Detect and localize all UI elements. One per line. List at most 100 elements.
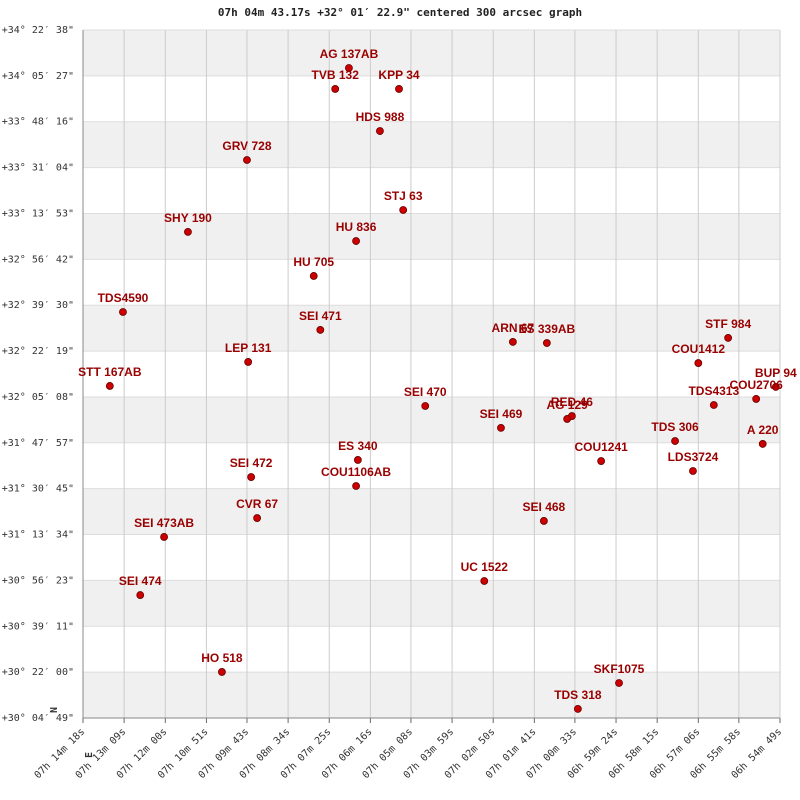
north-label: N	[49, 707, 60, 713]
star-point	[309, 272, 318, 280]
star-label: GRV 728	[222, 139, 271, 153]
star-point	[353, 456, 362, 464]
band	[83, 488, 780, 535]
star-label: COU1241	[574, 440, 628, 454]
star-point	[497, 424, 505, 432]
star-label: TDS4590	[98, 291, 149, 305]
star-point	[160, 533, 168, 541]
star-point	[136, 591, 145, 599]
star-label: SEI 469	[480, 407, 523, 421]
star-label: HDS 988	[356, 110, 405, 124]
y-tick-label: +31° 30′ 45"	[2, 484, 74, 495]
star-point	[345, 64, 353, 72]
star-label: BUP 94	[755, 366, 797, 380]
star-point	[352, 482, 360, 490]
band	[83, 672, 780, 718]
y-tick-label: +32° 56′ 42"	[2, 254, 74, 265]
star-label: LEP 131	[225, 341, 272, 355]
y-tick-label: +30° 04′ 49"	[2, 713, 74, 724]
y-tick-label: +33° 13′ 53"	[2, 208, 74, 219]
star-point	[421, 402, 430, 410]
y-tick-label: +30° 56′ 23"	[2, 575, 74, 586]
star-label: SEI 470	[404, 385, 447, 399]
star-label: ES 339AB	[519, 322, 576, 336]
star-point	[253, 514, 262, 522]
star-point	[244, 358, 253, 366]
band	[83, 305, 780, 352]
star-label: UC 1522	[461, 560, 509, 574]
star-point	[508, 338, 517, 346]
star-point	[671, 437, 679, 445]
star-point	[724, 334, 733, 342]
star-label: SKF1075	[594, 662, 645, 676]
east-label: E	[84, 752, 95, 758]
band	[83, 396, 780, 443]
band	[83, 121, 780, 168]
chart-title: 07h 04m 43.17s +32° 01′ 22.9" centered 3…	[218, 6, 582, 19]
star-label: SEI 474	[119, 574, 162, 588]
star-label: ES 340	[338, 439, 378, 453]
y-tick-label: +31° 13′ 34"	[2, 530, 74, 541]
bands	[83, 30, 780, 718]
star-point	[395, 85, 403, 93]
star-label: HU 836	[336, 220, 377, 234]
star-point	[758, 440, 767, 448]
star-point	[376, 127, 384, 135]
y-tick-label: +30° 22′ 00"	[2, 667, 74, 678]
star-label: STF 984	[705, 317, 751, 331]
star-label: STT 167AB	[78, 365, 142, 379]
star-label: A 220	[747, 423, 779, 437]
y-tick-label: +33° 48′ 16"	[2, 117, 74, 128]
y-tick-label: +30° 39′ 11"	[2, 621, 74, 632]
star-point	[105, 382, 114, 390]
star-label: COU2706	[729, 378, 783, 392]
y-tick-label: +32° 39′ 30"	[2, 300, 74, 311]
star-label: HU 705	[293, 255, 334, 269]
star-point	[539, 517, 548, 525]
y-tick-label: +33° 31′ 04"	[2, 163, 74, 174]
star-label: KPP 34	[378, 68, 419, 82]
band	[83, 30, 780, 76]
band	[83, 213, 780, 260]
star-label: TDS 306	[651, 420, 699, 434]
star-point	[247, 473, 256, 481]
star-label: SEI 472	[230, 456, 273, 470]
star-point	[243, 156, 251, 164]
star-point	[573, 705, 582, 713]
star-point	[331, 85, 340, 93]
star-point	[694, 359, 703, 367]
star-point	[399, 206, 408, 214]
star-point	[218, 668, 226, 676]
star-point	[689, 467, 697, 475]
y-tick-label: +32° 22′ 19"	[2, 346, 74, 357]
y-tick-label: +34° 22′ 38"	[2, 25, 74, 36]
star-label: CVR 67	[236, 497, 278, 511]
star-label: RED 46	[551, 395, 593, 409]
star-label: TDS4313	[688, 384, 739, 398]
star-label: HO 518	[201, 651, 243, 665]
star-label: LDS3724	[668, 450, 719, 464]
star-point	[352, 237, 360, 245]
star-label: STJ 63	[384, 189, 423, 203]
star-point	[480, 577, 489, 585]
star-label: SEI 468	[523, 500, 566, 514]
star-label: SHY 190	[164, 211, 212, 225]
y-tick-label: +32° 05′ 08"	[2, 392, 74, 403]
star-point	[597, 457, 606, 465]
star-point	[184, 228, 192, 236]
star-point	[752, 395, 761, 403]
y-tick-label: +34° 05′ 27"	[2, 71, 74, 82]
star-label: AG 137AB	[320, 47, 379, 61]
star-label: COU1106AB	[321, 465, 391, 479]
star-point	[615, 679, 623, 687]
star-label: SEI 473AB	[134, 516, 194, 530]
star-label: SEI 471	[299, 309, 342, 323]
star-point	[709, 401, 718, 409]
star-point	[771, 383, 780, 391]
y-tick-label: +31° 47′ 57"	[2, 438, 74, 449]
star-label: TVB 132	[312, 68, 360, 82]
star-label: ARN 67	[492, 321, 535, 335]
star-point	[563, 415, 572, 423]
